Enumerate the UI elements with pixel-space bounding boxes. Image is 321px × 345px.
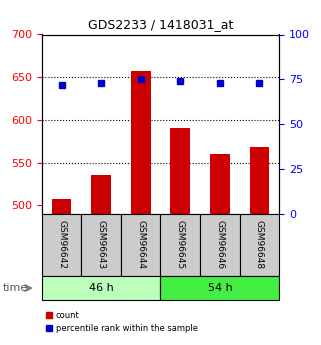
Bar bbox=[249, 147, 269, 214]
Bar bbox=[210, 154, 230, 214]
Text: 46 h: 46 h bbox=[89, 283, 114, 293]
Bar bbox=[91, 176, 111, 214]
FancyBboxPatch shape bbox=[42, 214, 81, 276]
FancyBboxPatch shape bbox=[81, 214, 121, 276]
Text: 54 h: 54 h bbox=[207, 283, 232, 293]
Text: GSM96646: GSM96646 bbox=[215, 220, 224, 269]
Text: time: time bbox=[3, 283, 29, 293]
Bar bbox=[52, 199, 71, 214]
FancyBboxPatch shape bbox=[200, 214, 240, 276]
Legend: count, percentile rank within the sample: count, percentile rank within the sample bbox=[46, 311, 198, 333]
Text: GSM96645: GSM96645 bbox=[176, 220, 185, 269]
FancyBboxPatch shape bbox=[160, 214, 200, 276]
Text: GSM96648: GSM96648 bbox=[255, 220, 264, 269]
Text: GSM96643: GSM96643 bbox=[97, 220, 106, 269]
Text: GSM96642: GSM96642 bbox=[57, 220, 66, 269]
Text: GSM96644: GSM96644 bbox=[136, 220, 145, 269]
Bar bbox=[131, 71, 151, 214]
FancyBboxPatch shape bbox=[240, 214, 279, 276]
FancyBboxPatch shape bbox=[42, 276, 160, 300]
Text: GDS2233 / 1418031_at: GDS2233 / 1418031_at bbox=[88, 18, 233, 31]
FancyBboxPatch shape bbox=[160, 276, 279, 300]
FancyBboxPatch shape bbox=[121, 214, 160, 276]
Bar bbox=[170, 128, 190, 214]
